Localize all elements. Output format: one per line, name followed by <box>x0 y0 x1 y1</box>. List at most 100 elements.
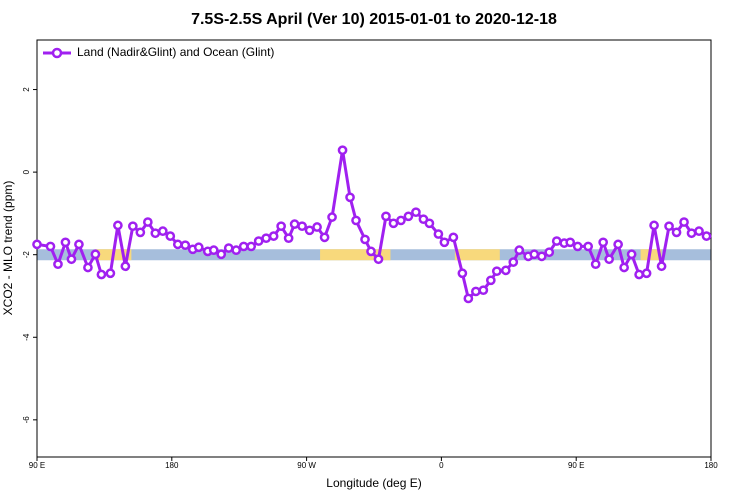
data-point <box>613 239 623 250</box>
data-point <box>679 217 689 227</box>
data-point <box>508 257 519 267</box>
data-point <box>351 215 361 226</box>
data-point <box>381 211 391 222</box>
data-point <box>216 249 227 260</box>
data-point <box>304 225 315 236</box>
data-point <box>319 232 330 243</box>
data-point <box>485 275 496 286</box>
data-point <box>590 259 601 270</box>
data-point <box>373 254 384 265</box>
data-point <box>626 249 637 260</box>
data-point <box>135 227 146 238</box>
data-line <box>36 148 708 300</box>
data-point <box>529 249 540 260</box>
data-point <box>604 254 615 265</box>
data-point <box>180 240 191 251</box>
data-point <box>32 239 42 250</box>
x-tick-label: 90 E <box>29 461 45 470</box>
chart-title: 7.5S-2.5S April (Ver 10) 2015-01-01 to 2… <box>191 11 557 28</box>
data-point <box>500 265 511 276</box>
data-point <box>150 228 161 239</box>
data-point <box>656 261 667 272</box>
y-tick-label: 0 <box>22 169 31 174</box>
data-point <box>74 239 84 250</box>
data-point <box>403 211 414 222</box>
data-point <box>619 262 629 273</box>
x-axis-label: Longitude (deg E) <box>326 476 421 490</box>
data-point <box>491 266 502 277</box>
x-tick-label: 90 W <box>297 461 316 470</box>
data-point <box>366 246 376 257</box>
data-point <box>246 241 257 252</box>
data-point <box>360 234 370 245</box>
data-point <box>105 268 116 279</box>
data-point <box>634 269 644 280</box>
data-point <box>448 232 459 243</box>
y-tick-label: -2 <box>22 251 31 259</box>
data-point <box>312 222 322 232</box>
x-tick-label: 180 <box>704 461 718 470</box>
data-point <box>514 245 525 256</box>
y-axis-label: XCO2 - MLO trend (ppm) <box>1 181 15 316</box>
data-point <box>83 262 93 273</box>
data-point <box>583 241 594 252</box>
data-point <box>297 221 307 232</box>
legend-label: Land (Nadir&Glint) and Ocean (Glint) <box>77 45 274 59</box>
data-point <box>345 192 355 203</box>
data-point <box>142 217 153 227</box>
data-point <box>551 236 562 246</box>
data-point <box>157 226 168 237</box>
data-point <box>238 241 249 252</box>
data-point <box>424 218 435 229</box>
data-point <box>113 220 123 231</box>
data-point <box>208 245 219 256</box>
data-point <box>536 251 547 262</box>
x-tick-label: 180 <box>165 461 179 470</box>
data-point <box>641 268 652 279</box>
data-point <box>439 237 450 248</box>
data-point <box>598 237 609 248</box>
data-point <box>223 243 234 253</box>
data-point <box>470 286 481 297</box>
data-point <box>289 219 300 229</box>
data-point <box>433 229 444 239</box>
data-point <box>463 293 474 304</box>
data-point <box>90 249 101 260</box>
data-point <box>253 236 264 246</box>
legend-marker <box>51 47 63 59</box>
data-point <box>96 269 107 280</box>
x-tick-label: 0 <box>439 461 444 470</box>
data-point <box>231 245 242 256</box>
data-point <box>701 231 712 241</box>
data-point <box>172 239 183 250</box>
data-point <box>165 231 176 241</box>
data-point <box>565 237 576 248</box>
data-point <box>572 241 583 252</box>
data-point <box>276 221 286 232</box>
data-point <box>53 259 63 270</box>
data-point <box>327 212 337 222</box>
y-tick-label: -4 <box>22 333 31 341</box>
data-point <box>388 218 399 229</box>
data-point <box>478 285 489 296</box>
data-point <box>45 241 56 252</box>
data-point <box>411 207 421 218</box>
y-tick-label: 2 <box>22 87 31 92</box>
data-point <box>664 221 674 232</box>
data-point <box>268 231 279 241</box>
data-point <box>193 242 204 253</box>
data-point <box>671 227 682 238</box>
data-point <box>457 268 468 279</box>
x-tick-label: 90 E <box>568 461 584 470</box>
data-point <box>337 145 348 156</box>
data-point <box>686 228 697 239</box>
data-point <box>694 226 704 237</box>
data-point <box>396 215 406 226</box>
data-point <box>120 261 131 272</box>
y-tick-label: -6 <box>22 416 31 424</box>
data-point <box>261 233 272 244</box>
data-point <box>60 237 71 248</box>
data-point <box>283 233 294 244</box>
data-point <box>128 221 138 232</box>
